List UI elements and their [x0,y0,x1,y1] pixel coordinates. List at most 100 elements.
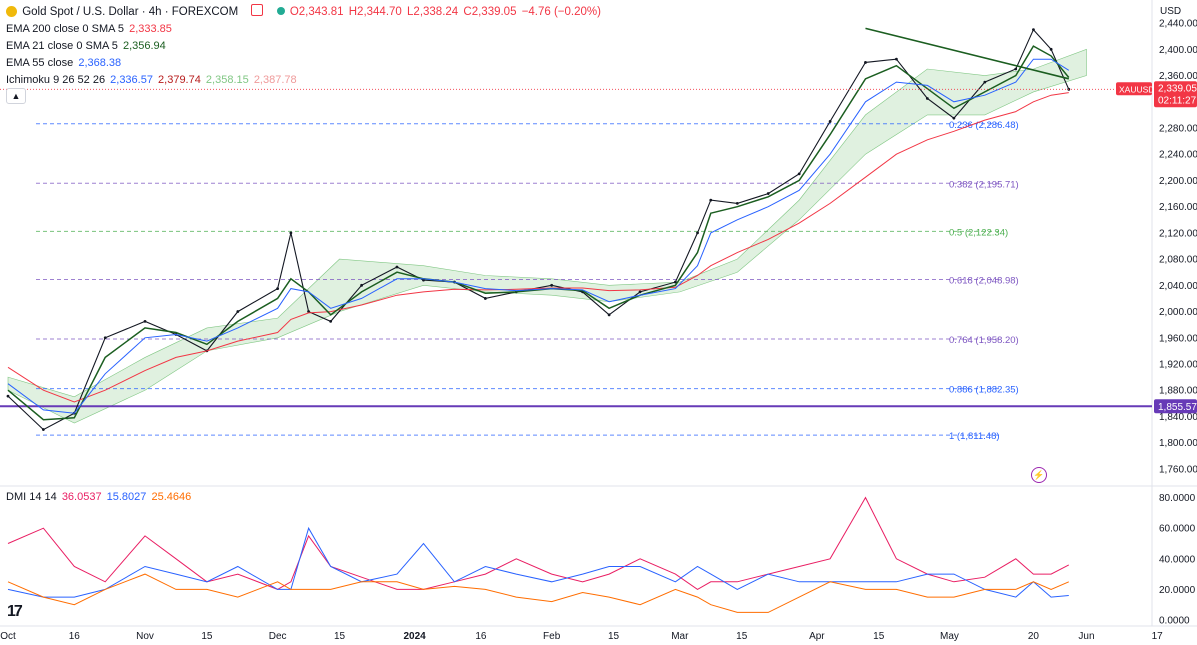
dmi-tick-label: 40.0000 [1159,554,1196,565]
series-point [766,192,770,195]
series-point [41,428,45,431]
series-point [143,319,147,323]
series-point [289,231,293,235]
price-pane [0,0,1152,486]
series-point [983,80,987,84]
tradingview-logo-icon[interactable]: 17 [7,603,23,620]
fib-level-label: 0.886 (1,882.35) [949,385,1019,396]
price-tick-label: 1,920.00 [1159,360,1197,371]
time-tick-label: Apr [809,631,825,642]
series-point [395,265,399,269]
series-point [952,116,956,120]
series-point [607,313,611,317]
ohlc-low: L2,338.24 [407,6,459,18]
series-point [103,336,107,340]
dmi-line-0 [7,496,1070,590]
time-tick-label: Oct [0,631,16,642]
legend-ema21[interactable]: EMA 21 close 0 SMA 5 2,356.94 [6,40,168,52]
time-tick-label: 15 [608,631,620,642]
series-point [329,319,333,323]
price-tick-label: 2,240.00 [1159,150,1197,161]
legend-ema21-value: 2,356.94 [122,40,166,52]
time-tick-label: Mar [671,631,689,642]
time-tick-label: 15 [334,631,346,642]
fib-level-label: 0.5 (2,122.34) [949,227,1008,238]
legend-ichimoku-value-3: 2,358.15 [205,74,249,86]
series-line-1 [7,92,1069,403]
series-point [307,310,310,313]
flag-icon[interactable] [251,4,264,16]
time-tick-label: Feb [543,631,561,642]
fib-level-label: 0.764 (1,958.20) [949,335,1019,346]
series-point [735,201,739,205]
price-tick-label: 1,760.00 [1159,464,1197,475]
ohlc-change: −4.76 (−0.20%) [521,6,601,18]
trendline [865,27,1069,80]
price-tick-label: 2,400.00 [1159,45,1197,56]
series-point [483,297,487,300]
price-tick-label: 2,160.00 [1159,202,1197,213]
symbol-tag [1116,82,1152,96]
currency-label: USD [1160,6,1181,17]
symbol-title[interactable]: Gold Spot / U.S. Dollar · 4h · FOREXCOM [22,6,239,18]
series-point [696,231,699,235]
fib-level-label: 0.382 (2,195.71) [949,179,1019,190]
legend-ema200[interactable]: EMA 200 close 0 SMA 5 2,333.85 [6,23,174,35]
price-tick-label: 1,960.00 [1159,333,1197,344]
dmi-tick-label: 0.0000 [1159,616,1190,627]
series-point [236,310,240,313]
price-tick-label: 2,040.00 [1159,281,1197,292]
fib-level-label: 0.618 (2,048.98) [949,275,1019,286]
series-line-3 [7,58,1070,414]
collapse-legend-button[interactable]: ▲ [6,88,26,104]
time-tick-label: Jun [1078,631,1094,642]
price-tick-label: 2,200.00 [1159,176,1197,187]
time-tick-label: 15 [201,631,213,642]
time-tick-label: 20 [1028,631,1040,642]
legend-ichimoku-label: Ichimoku 9 26 52 26 [6,74,106,86]
legend-dmi-label: DMI 14 14 [6,491,57,503]
legend-ema55[interactable]: EMA 55 close 2,368.38 [6,57,123,69]
price-tick-label: 2,000.00 [1159,307,1197,318]
time-tick-label: 17 [1152,631,1164,642]
gold-symbol-icon [6,6,17,17]
price-tick-label: 1,800.00 [1159,438,1197,449]
series-point [674,280,677,284]
series-point [360,283,363,287]
time-tick-label: 15 [736,631,748,642]
legend-ichimoku-value-1: 2,336.57 [110,74,153,86]
legend-ema200-value: 2,333.85 [129,23,172,35]
series-point [276,287,280,291]
lightning-icon[interactable]: ⚡ [1031,467,1047,483]
series-point [1014,67,1018,71]
series-point [925,97,929,100]
ohlc-close: C2,339.05 [463,6,517,18]
dmi-tick-label: 60.0000 [1159,524,1196,535]
legend-ema55-value: 2,368.38 [78,57,122,69]
horizontal-level-label: 1,855.57 [1158,402,1197,413]
time-tick-label: 2024 [404,631,427,642]
legend-ema21-label: EMA 21 close 0 SMA 5 [6,40,118,52]
fib-level-label: 1 (1,811.48) [949,431,1000,442]
ohlc-high: H2,344.70 [348,6,402,18]
series-point [550,283,554,287]
series-point [797,172,801,176]
dmi-tick-label: 20.0000 [1159,585,1196,596]
time-tick-label: 16 [69,631,81,642]
legend-ichimoku[interactable]: Ichimoku 9 26 52 26 2,336.57 2,379.74 2,… [6,74,299,86]
series-point [828,120,832,123]
legend-dmi-plus: 36.0537 [61,491,102,503]
dmi-tick-label: 80.0000 [1159,493,1196,504]
price-tick-label: 2,120.00 [1159,228,1197,239]
legend-dmi[interactable]: DMI 14 14 36.0537 15.8027 25.4646 [6,491,193,503]
series-line-0 [7,28,1070,431]
price-tick-label: 2,360.00 [1159,71,1197,82]
series-point [895,57,898,61]
legend-ema200-label: EMA 200 close 0 SMA 5 [6,23,125,35]
time-tick-label: Dec [269,631,287,642]
price-tick-label: 2,440.00 [1159,19,1197,30]
series-point [864,61,867,64]
series-point [1032,28,1035,32]
horizontal-level-tag [1154,399,1197,414]
